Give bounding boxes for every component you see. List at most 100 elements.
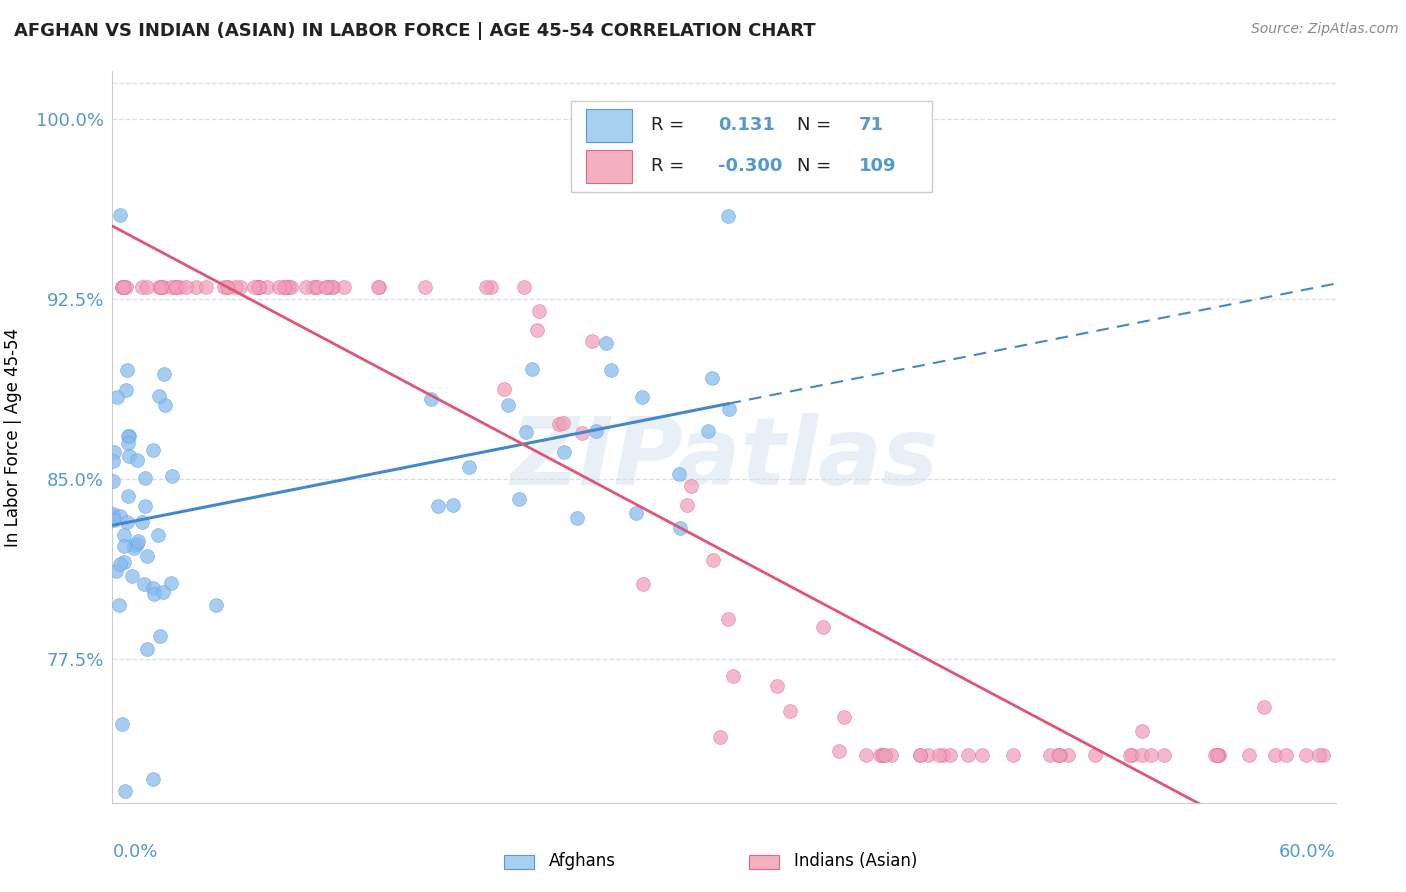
Point [1208, 747, 1230, 762]
Point [321, 280, 343, 294]
Point [124, 541, 146, 555]
Point [117, 429, 139, 443]
Point [217, 280, 239, 294]
Point [832, 710, 855, 724]
Point [1308, 747, 1330, 762]
Text: Indians (Asian): Indians (Asian) [794, 853, 917, 871]
Text: N =: N = [797, 116, 832, 135]
Point [135, 280, 157, 294]
Text: ZIPatlas: ZIPatlas [510, 413, 938, 505]
Point [127, 534, 149, 549]
Point [675, 498, 697, 512]
Point [696, 424, 718, 438]
Point [716, 612, 738, 626]
Point [112, 528, 135, 542]
Point [1237, 747, 1260, 762]
Point [316, 280, 339, 294]
Point [143, 587, 166, 601]
Point [195, 280, 218, 294]
Point [668, 521, 690, 535]
Point [160, 469, 183, 483]
Point [1130, 747, 1153, 762]
Point [1274, 747, 1296, 762]
Point [1121, 747, 1143, 762]
Bar [748, 855, 779, 869]
Point [205, 598, 228, 612]
Point [108, 557, 131, 571]
Point [247, 280, 270, 294]
Point [273, 280, 295, 294]
Point [115, 362, 138, 376]
Bar [503, 855, 534, 869]
Point [1153, 747, 1175, 762]
Point [165, 280, 187, 294]
Point [112, 555, 135, 569]
Point [111, 717, 134, 731]
Text: 0.0%: 0.0% [112, 843, 157, 861]
Point [315, 280, 337, 294]
Text: Afghans: Afghans [550, 853, 616, 871]
Point [475, 280, 498, 294]
Point [169, 280, 191, 294]
Text: -0.300: -0.300 [718, 158, 782, 176]
Point [872, 747, 894, 762]
Point [526, 323, 548, 337]
Point [939, 747, 962, 762]
Point [367, 280, 389, 294]
Point [117, 436, 139, 450]
Point [872, 747, 894, 762]
Point [108, 509, 131, 524]
Point [702, 552, 724, 566]
Bar [586, 150, 633, 183]
Point [1038, 747, 1060, 762]
Point [368, 280, 391, 294]
Point [134, 499, 156, 513]
Point [585, 424, 607, 438]
Point [595, 335, 617, 350]
Point [134, 471, 156, 485]
Point [333, 280, 356, 294]
Point [513, 280, 536, 294]
Point [302, 280, 325, 294]
Point [103, 445, 125, 459]
Point [875, 747, 897, 762]
Point [1119, 747, 1142, 762]
Point [527, 303, 550, 318]
Point [1208, 747, 1230, 762]
Point [709, 731, 731, 745]
Text: 71: 71 [859, 116, 883, 135]
Point [1253, 699, 1275, 714]
Point [855, 747, 877, 762]
Point [633, 576, 655, 591]
Point [114, 784, 136, 798]
Point [142, 442, 165, 457]
Point [212, 280, 235, 294]
Point [811, 620, 834, 634]
Point [581, 334, 603, 349]
Point [779, 704, 801, 718]
Point [247, 280, 270, 294]
Point [127, 537, 149, 551]
Point [1140, 747, 1163, 762]
Point [114, 280, 136, 294]
Point [716, 209, 738, 223]
Point [280, 280, 302, 294]
Point [508, 491, 530, 506]
Point [149, 629, 172, 643]
Point [243, 280, 266, 294]
Point [150, 280, 173, 294]
Point [103, 513, 125, 527]
Point [153, 398, 176, 412]
Text: Source: ZipAtlas.com: Source: ZipAtlas.com [1251, 22, 1399, 37]
Point [548, 417, 571, 431]
Point [551, 416, 574, 430]
Point [427, 499, 450, 513]
Point [148, 389, 170, 403]
Point [1312, 747, 1334, 762]
Point [679, 479, 702, 493]
Point [766, 680, 789, 694]
Point [1295, 747, 1317, 762]
Point [153, 367, 176, 381]
Point [307, 280, 329, 294]
Point [131, 515, 153, 529]
